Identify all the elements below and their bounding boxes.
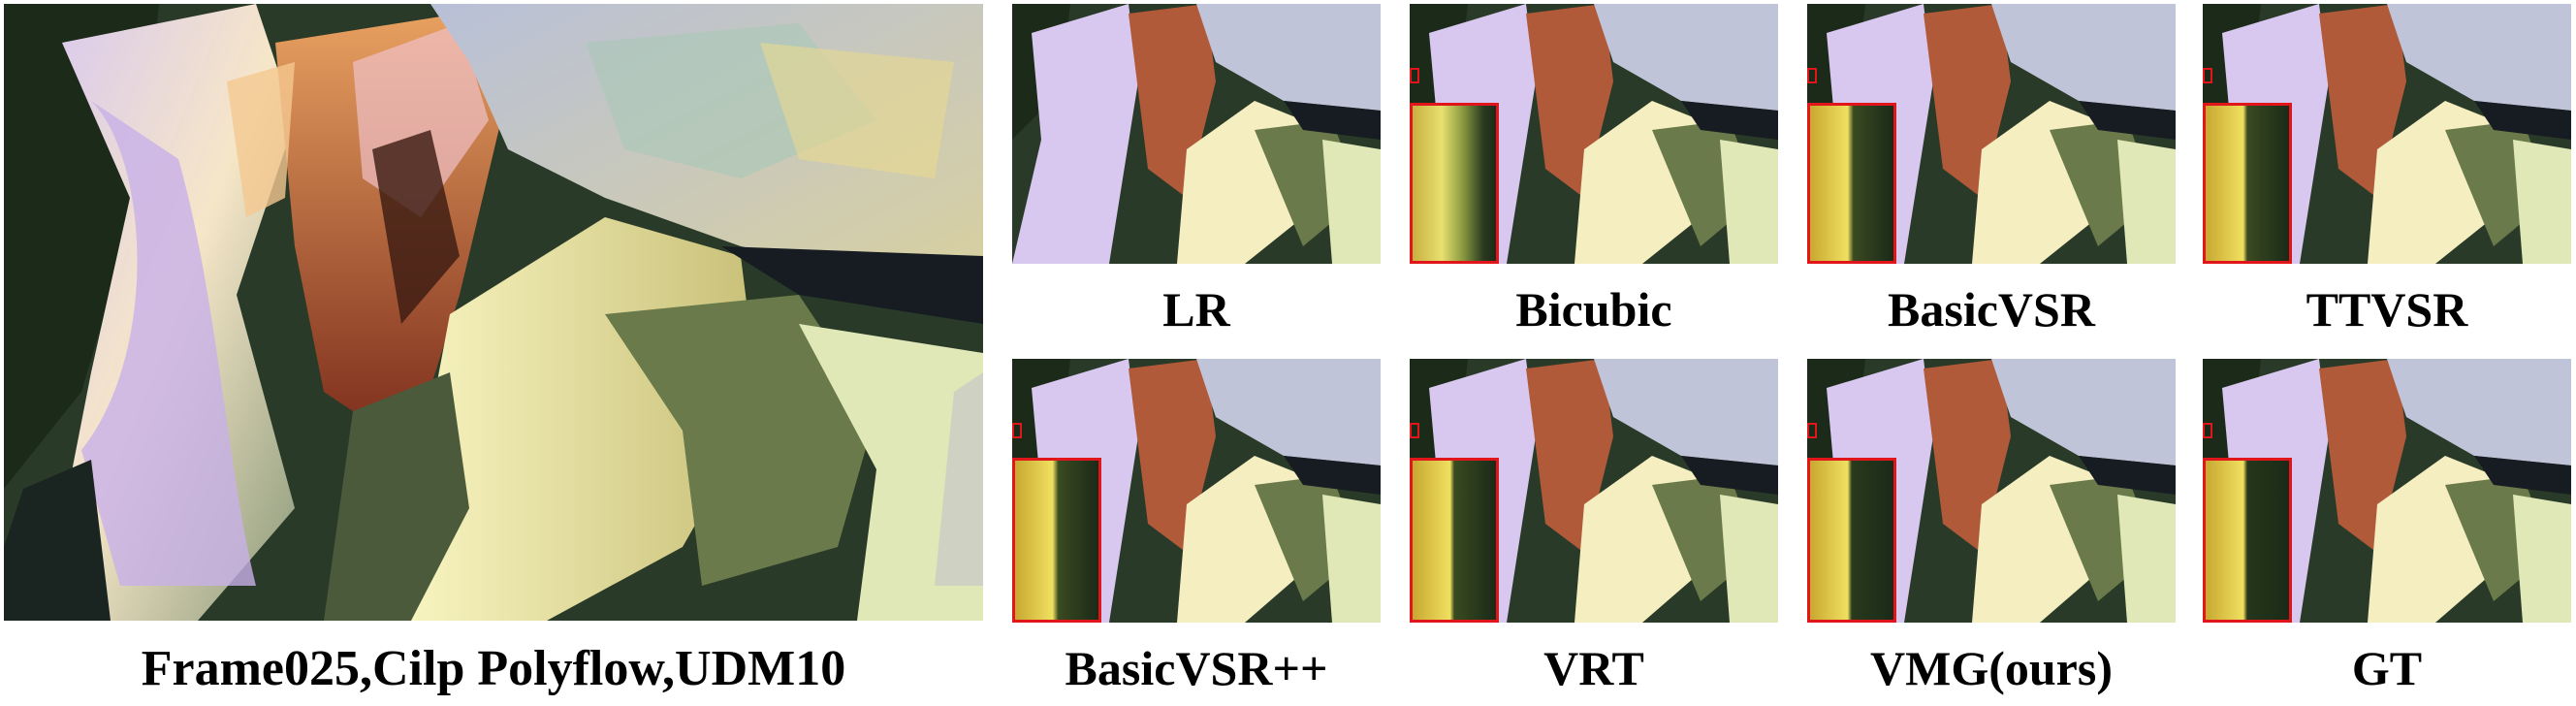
zoom-inset [1807, 103, 1896, 264]
panel-vmg-image [1807, 359, 2176, 623]
panel-gt-image [2203, 359, 2571, 623]
panel-lr-caption: LR [1162, 282, 1230, 337]
zoom-inset [1012, 458, 1101, 623]
panel-vrt-caption: VRT [1543, 641, 1644, 695]
zoom-inset [2203, 458, 2292, 623]
roi-marker [2203, 423, 2212, 438]
roi-marker [1012, 423, 1022, 438]
zoom-inset [1807, 458, 1896, 623]
roi-marker [2203, 68, 2212, 83]
panel-basicvsrpp-image [1012, 359, 1381, 623]
panel-basicvsrpp-caption: BasicVSR++ [1065, 641, 1328, 695]
zoom-inset [1410, 458, 1499, 623]
roi-marker [1410, 423, 1419, 438]
roi-marker [1807, 68, 1817, 83]
panel-basicvsr-image [1807, 4, 2176, 264]
panel-vmg-caption: VMG(ours) [1870, 641, 2113, 695]
panel-bicubic-image [1410, 4, 1778, 264]
panel-vrt-image [1410, 359, 1778, 623]
panel-ttvsr-caption: TTVSR [2306, 282, 2468, 337]
panel-bicubic-caption: Bicubic [1515, 282, 1672, 337]
zoom-inset [1410, 103, 1499, 264]
zoom-inset [2203, 103, 2292, 264]
panel-basicvsr-caption: BasicVSR [1888, 282, 2095, 337]
main-frame-image [4, 4, 983, 621]
panel-lr-image [1012, 4, 1381, 264]
main-frame-caption: Frame025,Cilp Polyflow,UDM10 [141, 641, 846, 696]
panel-gt-caption: GT [2351, 641, 2423, 695]
roi-marker [1807, 423, 1817, 438]
roi-marker [1410, 68, 1419, 83]
panel-ttvsr-image [2203, 4, 2571, 264]
